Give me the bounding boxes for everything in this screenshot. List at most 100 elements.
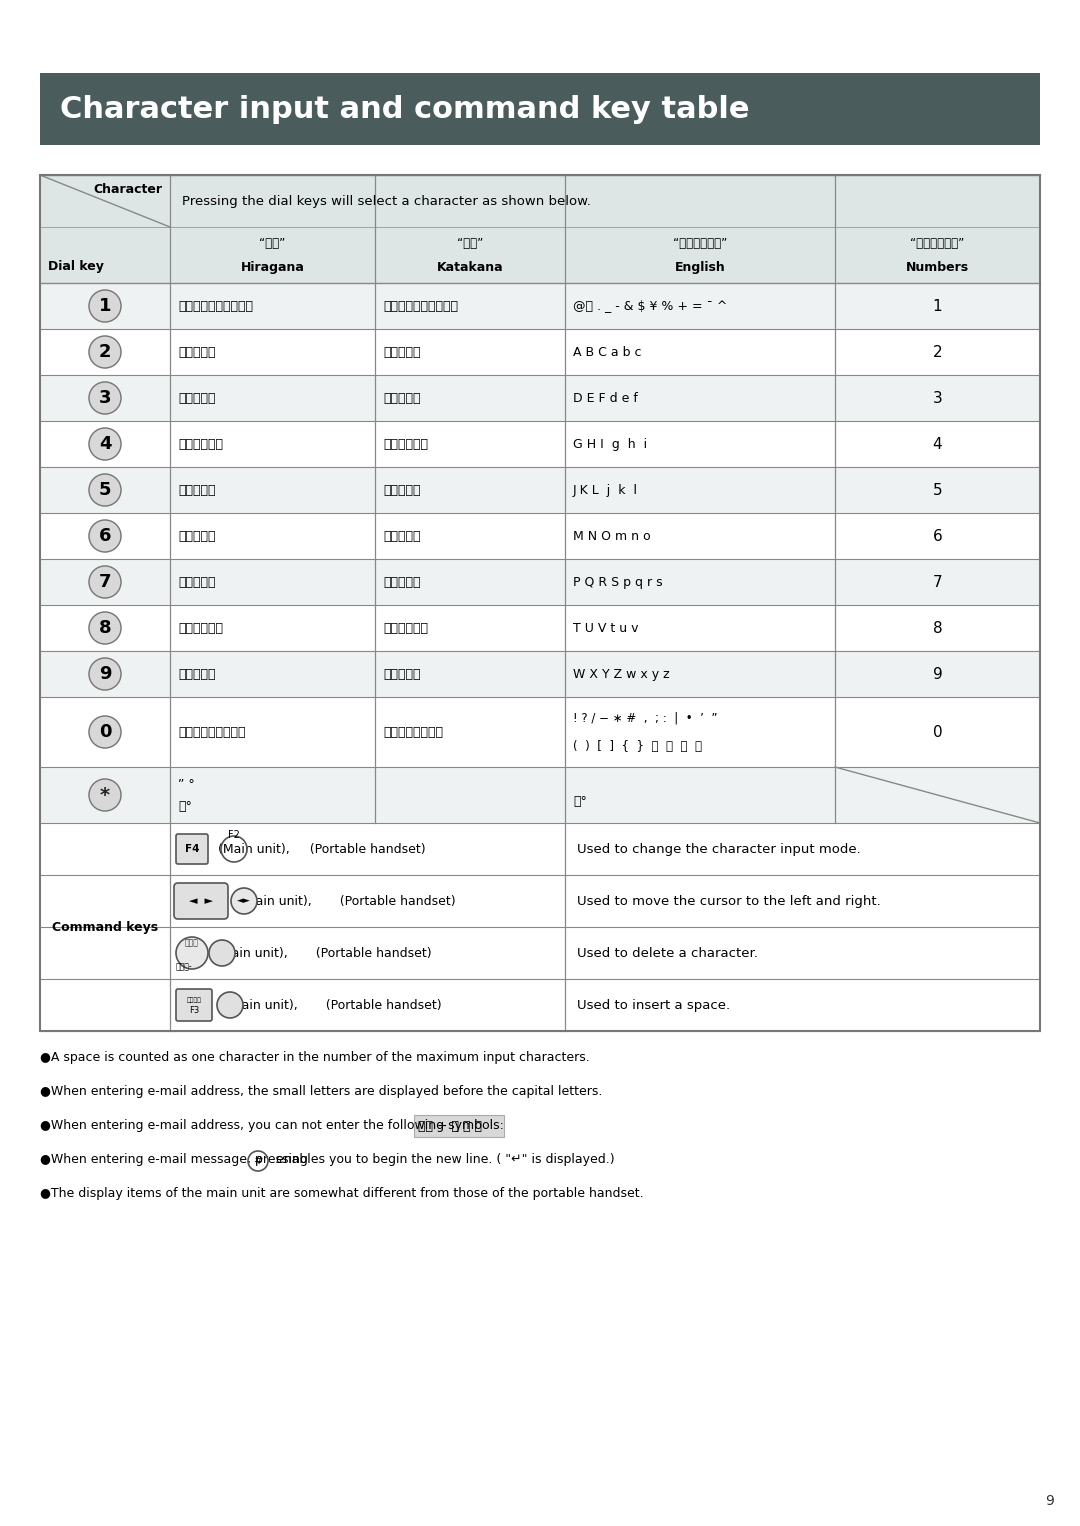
Text: @， . _ - & $ ¥ % + = ¯ ^: @， . _ - & $ ¥ % + = ¯ ^ — [573, 299, 727, 313]
Circle shape — [89, 566, 121, 598]
Bar — [40, 175, 1040, 227]
Text: クリア: クリア — [185, 938, 199, 948]
Text: 6: 6 — [98, 526, 111, 545]
Bar — [40, 513, 1040, 559]
Text: “半角英字／英”: “半角英字／英” — [673, 238, 727, 250]
Text: 、°: 、° — [573, 795, 586, 809]
Text: ! ? / − ∗ #  ,  ; :  |  •  ’  ”: ! ? / − ∗ # , ; : | • ’ ” — [573, 711, 717, 725]
Text: Character input and command key table: Character input and command key table — [60, 95, 750, 124]
Text: enables you to begin the new line. ( "↵" is displayed.): enables you to begin the new line. ( "↵"… — [272, 1154, 615, 1166]
Text: カキクケコ: カキクケコ — [383, 345, 420, 359]
Text: 、°: 、° — [178, 800, 192, 813]
Text: Used to move the cursor to the left and right.: Used to move the cursor to the left and … — [577, 894, 881, 908]
Text: “カナ”: “カナ” — [457, 238, 483, 250]
Text: 9: 9 — [98, 665, 111, 684]
Text: English: English — [675, 261, 726, 273]
Text: Used to insert a space.: Used to insert a space. — [577, 998, 730, 1012]
Circle shape — [89, 716, 121, 748]
Text: Command keys: Command keys — [52, 920, 158, 934]
Text: Used to change the character input mode.: Used to change the character input mode. — [577, 842, 861, 856]
Text: なにぬねの: なにぬねの — [178, 484, 216, 496]
Text: Pressing the dial keys will select a character as shown below.: Pressing the dial keys will select a cha… — [183, 194, 591, 208]
Bar — [40, 175, 1040, 1032]
Text: *: * — [100, 786, 110, 804]
Text: P Q R S p q r s: P Q R S p q r s — [573, 575, 663, 589]
Bar — [40, 768, 1040, 823]
Circle shape — [89, 336, 121, 368]
FancyBboxPatch shape — [176, 835, 208, 864]
Text: 8: 8 — [933, 621, 943, 635]
Bar — [40, 697, 1040, 768]
Text: Numbers: Numbers — [906, 261, 969, 273]
Text: F4: F4 — [185, 844, 199, 855]
FancyBboxPatch shape — [176, 989, 212, 1021]
Text: #: # — [254, 1157, 262, 1166]
Circle shape — [89, 290, 121, 322]
Text: Dial key: Dial key — [48, 259, 104, 273]
Text: 7: 7 — [933, 574, 943, 589]
Text: 0: 0 — [933, 725, 943, 740]
Text: やゆよゃゅょ: やゆよゃゅょ — [178, 621, 222, 635]
Text: 3: 3 — [933, 391, 943, 406]
Text: タチツテトッ: タチツテトッ — [383, 438, 428, 450]
Text: “かな”: “かな” — [259, 238, 285, 250]
Circle shape — [89, 475, 121, 507]
Circle shape — [231, 888, 257, 914]
Text: ◄  ►: ◄ ► — [189, 896, 213, 906]
Bar — [40, 330, 1040, 375]
Bar — [40, 467, 1040, 513]
Text: ナニヌネノ: ナニヌネノ — [383, 484, 420, 496]
Text: わをん－！？（　）: わをん－！？（ ） — [178, 725, 245, 739]
Text: 2: 2 — [933, 345, 943, 360]
Text: ◄►: ◄► — [238, 896, 251, 905]
Circle shape — [176, 937, 208, 969]
Bar — [40, 874, 1040, 926]
Text: 9: 9 — [1045, 1494, 1054, 1508]
Text: “半角数字／数”: “半角数字／数” — [910, 238, 964, 250]
Text: (Main unit),       (Portable handset): (Main unit), (Portable handset) — [208, 946, 432, 960]
Bar — [40, 823, 1040, 874]
Text: ラリルレロ: ラリルレロ — [383, 667, 420, 681]
Text: かきくけこ: かきくけこ — [178, 345, 216, 359]
Circle shape — [89, 612, 121, 644]
Circle shape — [89, 658, 121, 690]
Text: (Main unit),       (Portable handset): (Main unit), (Portable handset) — [232, 894, 456, 908]
Text: 5: 5 — [933, 482, 943, 497]
Text: 2: 2 — [98, 343, 111, 362]
Circle shape — [89, 520, 121, 552]
Bar — [40, 73, 1040, 145]
Text: 6: 6 — [933, 528, 943, 543]
Bar — [40, 980, 1040, 1032]
Circle shape — [217, 992, 243, 1018]
Text: Used to delete a character.: Used to delete a character. — [577, 946, 758, 960]
Bar — [414, 1116, 504, 1137]
Text: Character: Character — [93, 183, 162, 195]
Text: サシスセソ: サシスセソ — [383, 392, 420, 404]
Text: ●When entering e-mail message, pressing: ●When entering e-mail message, pressing — [40, 1154, 312, 1166]
Text: ●The display items of the main unit are somewhat different from those of the por: ●The display items of the main unit are … — [40, 1187, 644, 1199]
Text: たちつてとっ: たちつてとっ — [178, 438, 222, 450]
Text: ” °: ” ° — [178, 778, 194, 792]
Bar — [40, 926, 1040, 980]
Circle shape — [89, 382, 121, 414]
Text: F3: F3 — [189, 1006, 199, 1015]
Text: F2: F2 — [228, 830, 240, 839]
Bar — [40, 559, 1040, 604]
Text: 1: 1 — [98, 298, 111, 314]
Text: 0: 0 — [98, 723, 111, 742]
Text: ワンー！？（　）: ワンー！？（ ） — [383, 725, 443, 739]
Text: T U V t u v: T U V t u v — [573, 621, 638, 635]
Text: クリア-: クリア- — [176, 963, 192, 972]
Bar — [40, 421, 1040, 467]
Text: 9: 9 — [933, 667, 943, 682]
Text: 1: 1 — [933, 299, 943, 313]
Bar — [40, 604, 1040, 652]
Text: アイウエオァィゥェォ: アイウエオァィゥェォ — [383, 299, 458, 313]
Bar — [414, 1116, 504, 1137]
Bar — [40, 227, 1040, 282]
Circle shape — [89, 427, 121, 459]
Text: G H I  g  h  i: G H I g h i — [573, 438, 647, 450]
Text: (Main unit),       (Portable handset): (Main unit), (Portable handset) — [218, 998, 442, 1012]
Text: A B C a b c: A B C a b c — [573, 345, 642, 359]
Text: 5: 5 — [98, 481, 111, 499]
